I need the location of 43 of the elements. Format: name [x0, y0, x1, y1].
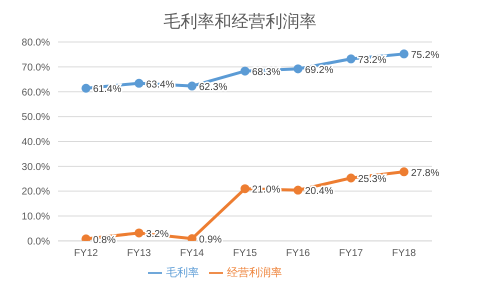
- point: [82, 84, 90, 93]
- y-tick-label: 50.0%: [22, 112, 50, 124]
- y-tick-label: 10.0%: [22, 212, 50, 223]
- y-tick-label: 30.0%: [22, 162, 50, 173]
- point: [240, 184, 250, 194]
- x-tick-label: FY12: [74, 248, 98, 260]
- x-tick-label: FY15: [233, 248, 258, 260]
- x-tick-label: FY17: [339, 248, 364, 260]
- point: [294, 64, 302, 74]
- point: [134, 78, 144, 88]
- point: [400, 167, 408, 176]
- point: [240, 66, 250, 76]
- legend-label: 经营利润率: [227, 266, 282, 279]
- data-label: 69.2%: [305, 64, 334, 76]
- legend-label: 毛利率: [166, 266, 199, 279]
- point: [134, 228, 144, 238]
- point: [400, 49, 408, 58]
- y-tick-label: 0.0%: [27, 236, 50, 248]
- point: [294, 186, 302, 195]
- point: [188, 234, 196, 241]
- y-tick-label: 70.0%: [22, 62, 50, 74]
- x-tick-label: FY14: [180, 248, 204, 260]
- data-label: 75.2%: [411, 50, 440, 61]
- x-tick-label: FY13: [127, 248, 152, 260]
- chart-title: 毛利率和经营利润率: [162, 11, 318, 33]
- y-tick-label: 20.0%: [22, 186, 50, 198]
- data-label: 20.4%: [305, 186, 334, 198]
- data-label: 25.3%: [358, 174, 386, 185]
- data-label: 27.8%: [411, 168, 440, 179]
- y-tick-label: 40.0%: [22, 137, 50, 148]
- point: [346, 54, 356, 64]
- data-label: 0.9%: [199, 234, 222, 246]
- data-label: 0.8%: [93, 234, 116, 246]
- point: [82, 234, 90, 241]
- y-tick-label: 80.0%: [22, 38, 50, 49]
- point: [188, 82, 196, 91]
- y-tick-label: 60.0%: [22, 87, 50, 98]
- point: [346, 174, 356, 182]
- data-label: 62.3%: [199, 82, 228, 94]
- x-tick-label: FY18: [392, 248, 416, 260]
- data-label: 61.4%: [93, 84, 122, 96]
- x-tick-label: FY16: [286, 248, 310, 260]
- data-label: 73.2%: [358, 54, 386, 66]
